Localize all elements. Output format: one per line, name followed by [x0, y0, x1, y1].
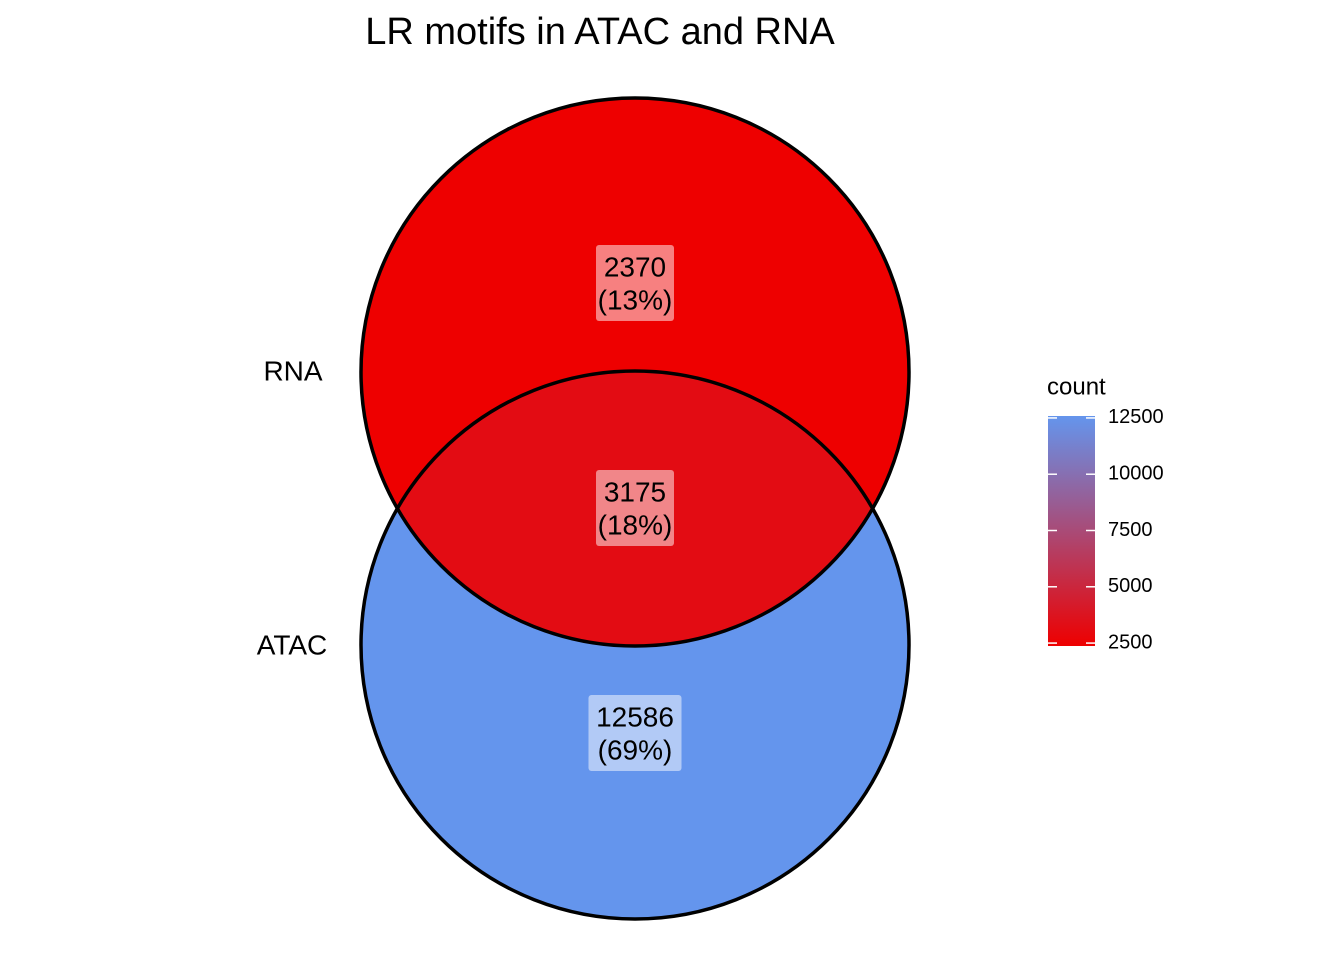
colorbar-label: 5000 — [1108, 575, 1153, 597]
colorbar-label: 2500 — [1108, 631, 1153, 653]
percent-label: (13%) — [598, 284, 673, 315]
colorbar-label: 12500 — [1108, 406, 1164, 428]
legend-title: count — [1047, 373, 1106, 400]
percent-label: (69%) — [598, 734, 673, 765]
percent-label: (18%) — [598, 509, 673, 540]
set-label: ATAC — [257, 629, 328, 660]
label-box — [596, 470, 674, 546]
set-label: RNA — [263, 355, 322, 386]
label-box — [596, 245, 674, 321]
value-label: 3175 — [604, 476, 666, 507]
value-label: 2370 — [604, 251, 666, 282]
value-label: 12586 — [596, 701, 674, 732]
colorbar-label: 10000 — [1108, 463, 1164, 485]
chart-title: LR motifs in ATAC and RNA — [365, 11, 835, 53]
set-outline — [359, 369, 911, 921]
colorbar-label: 7500 — [1108, 519, 1153, 541]
set-outline — [359, 96, 911, 648]
label-box — [588, 695, 682, 771]
